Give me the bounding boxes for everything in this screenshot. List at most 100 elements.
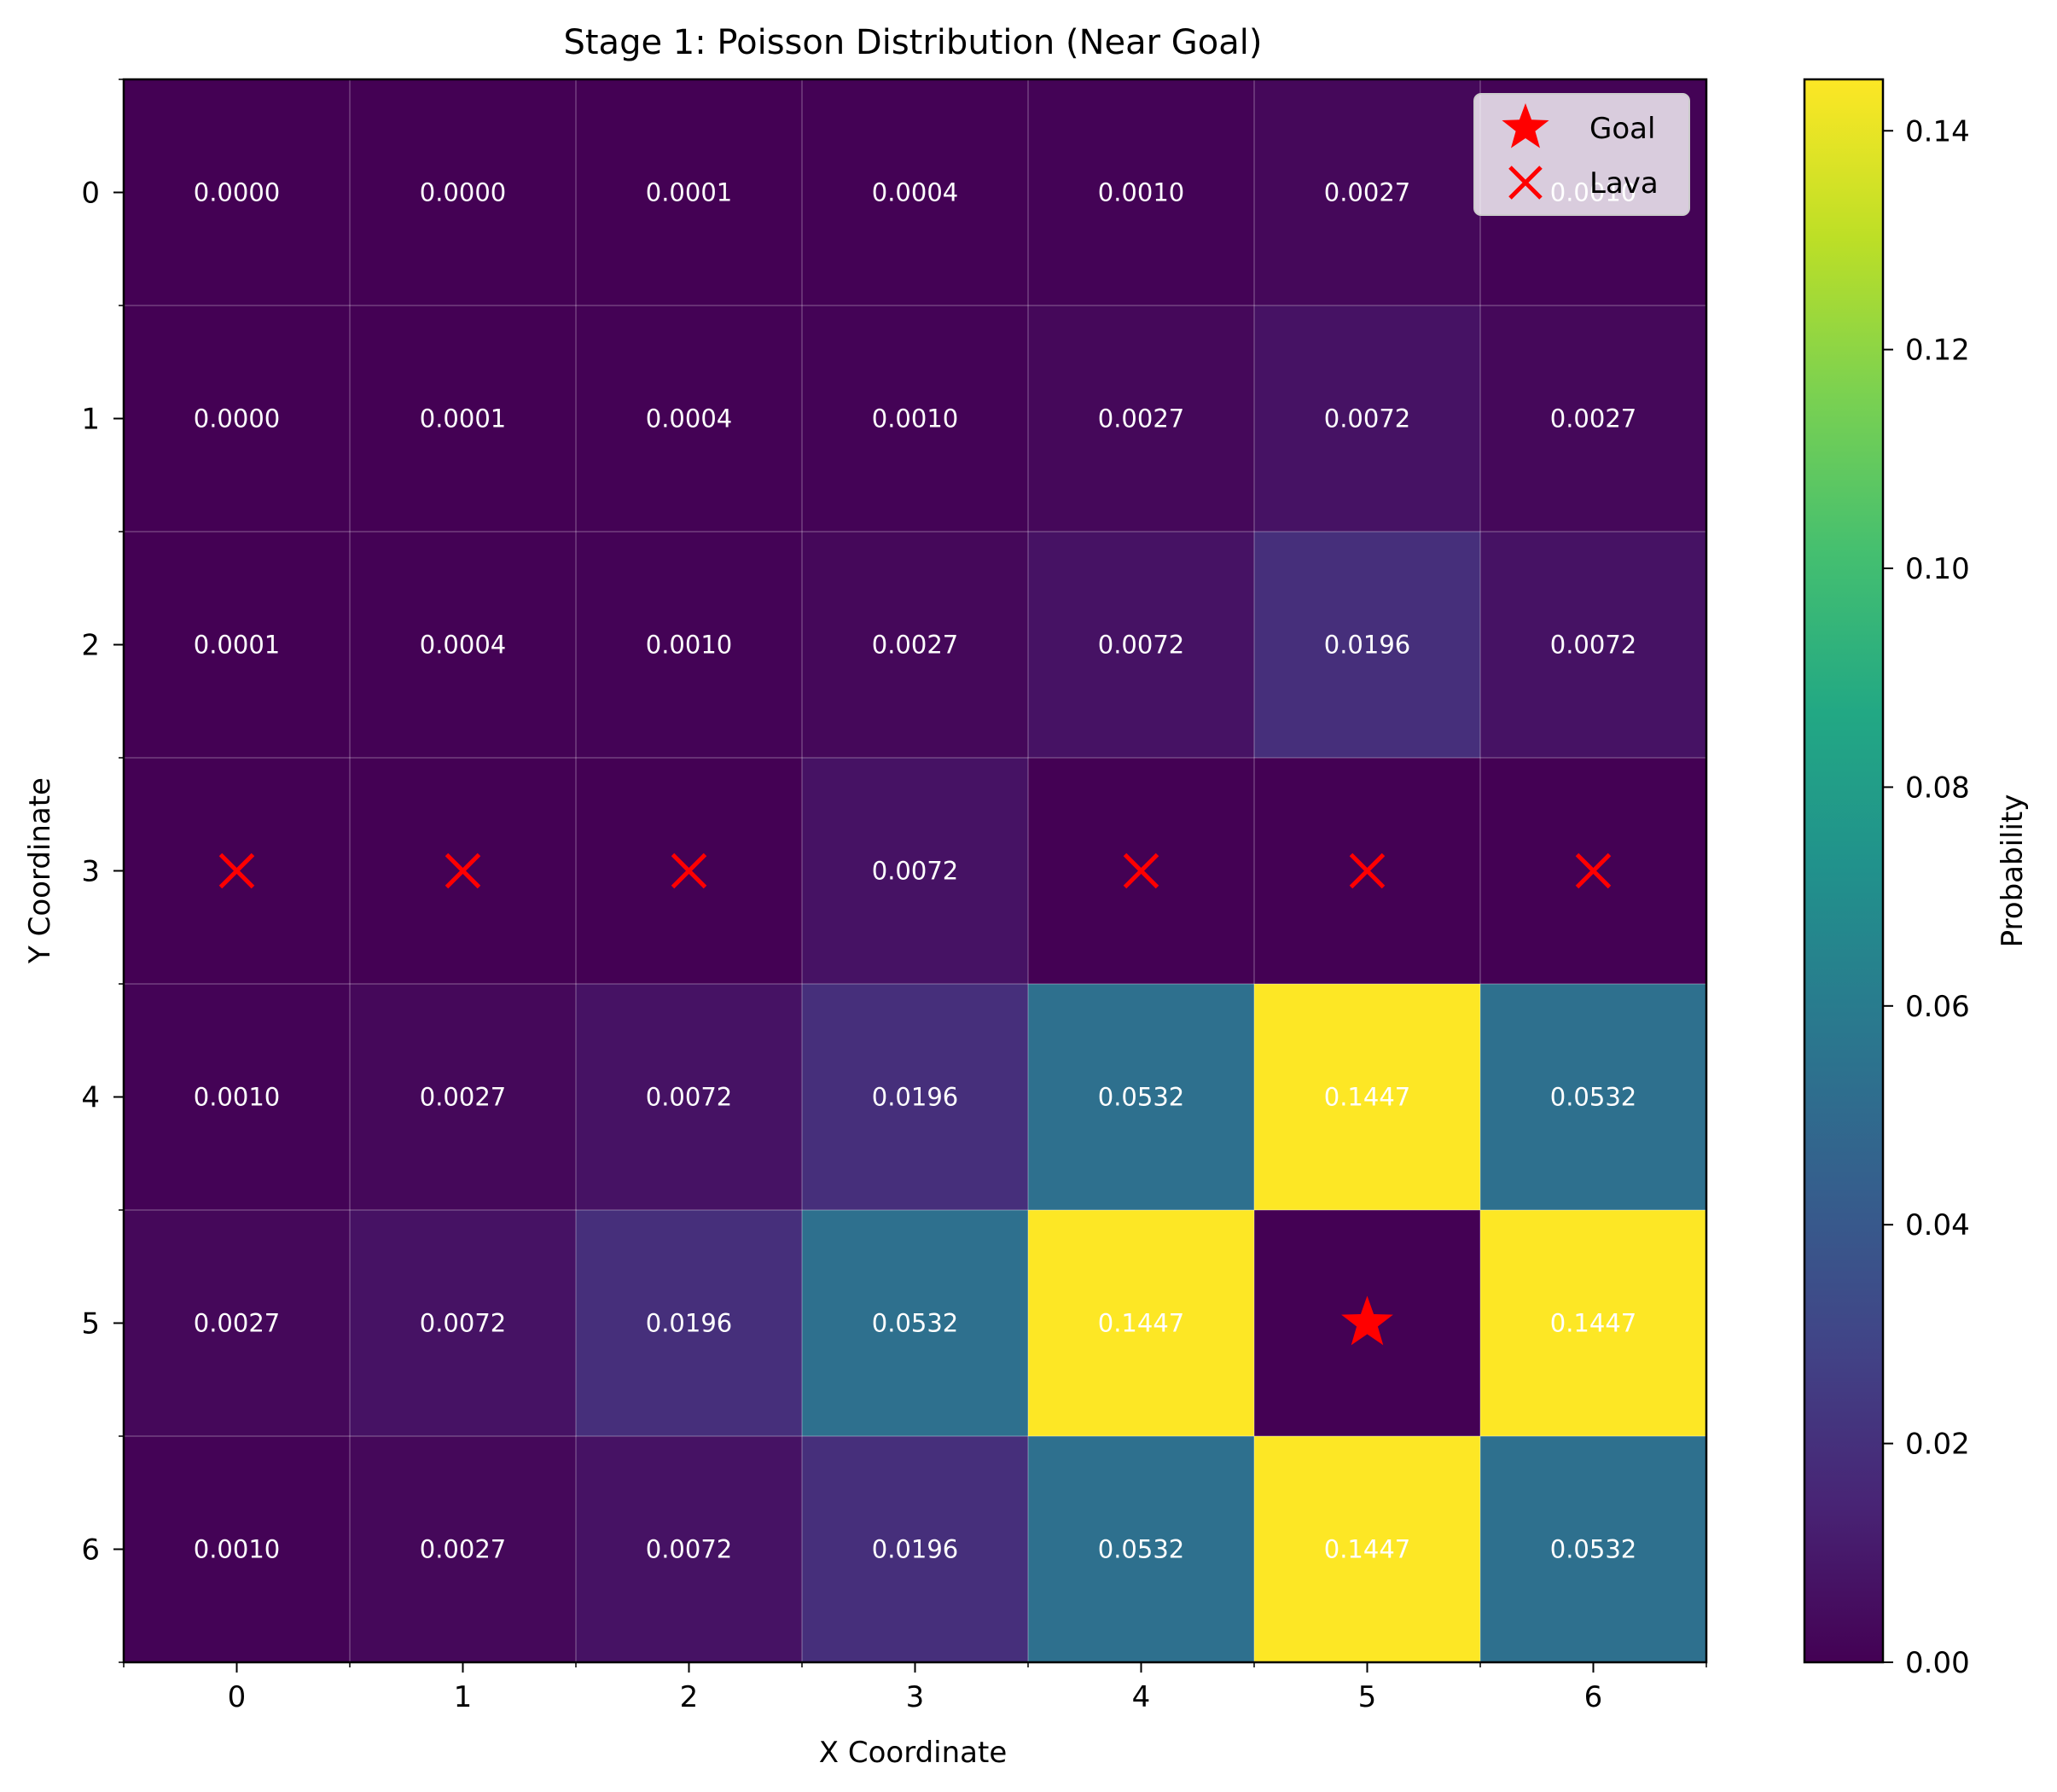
heatmap-cell-0-3 [802,79,1029,306]
lava-marker [1575,852,1612,889]
heatmap-cell-0-4 [1028,79,1255,306]
cell-label-2-1: 0.0004 [420,631,506,660]
axes: 0 1 2 3 4 5 6 0 1 2 3 4 5 6 [81,79,1707,1714]
cell-label-4-0: 0.0010 [194,1083,280,1112]
heatmap-cell-1-4 [1028,305,1255,532]
heatmap-cell-5-2 [576,1210,803,1437]
x-tick-label: 5 [1358,1680,1377,1714]
heatmap-cell-4-3 [802,984,1029,1211]
colorbar-tick-label: 0.06 [1905,990,1970,1024]
heatmap-cell-4-5 [1254,984,1481,1211]
cell-label-1-5: 0.0072 [1324,404,1410,433]
x-tick-label: 6 [1584,1680,1603,1714]
heatmap-cell-0-5 [1254,79,1481,306]
heatmap-cell-2-2 [576,532,803,759]
heatmap-cell-6-4 [1028,1436,1255,1663]
cell-label-6-0: 0.0010 [194,1535,280,1564]
cell-label-5-3: 0.0532 [872,1309,958,1338]
heatmap-cell-5-3 [802,1210,1029,1437]
cell-label-0-4: 0.0010 [1098,178,1184,207]
cell-label-5-6: 0.1447 [1550,1309,1636,1338]
cell-label-6-3: 0.0196 [872,1535,958,1564]
heatmap-cell-1-5 [1254,305,1481,532]
heatmap-cell-5-1 [350,1210,577,1437]
heatmap-cell-6-3 [802,1436,1029,1663]
cell-label-4-1: 0.0027 [420,1083,506,1112]
heatmap-cell-2-3 [802,532,1029,759]
cell-label-6-4: 0.0532 [1098,1535,1184,1564]
heatmap-cell-0-0 [124,79,351,306]
cell-label-1-1: 0.0001 [420,404,506,433]
colorbar-tick-label: 0.10 [1905,552,1970,586]
cell-label-2-5: 0.0196 [1324,631,1410,660]
lava-marker [445,852,481,889]
x-tick-label: 1 [454,1680,473,1714]
cell-label-2-0: 0.0001 [194,631,280,660]
x-tick-label: 2 [680,1680,699,1714]
heatmap-cell-4-0 [124,984,351,1211]
lava-marker [1123,852,1159,889]
heatmap-cell-6-2 [576,1436,803,1663]
y-axis-label: Y Coordinate [23,777,57,964]
cell-label-2-4: 0.0072 [1098,631,1184,660]
heatmap-cell-5-6 [1480,1210,1707,1437]
goal-marker [1341,1295,1393,1346]
heatmap-cell-1-3 [802,305,1029,532]
heatmap-cell-6-5 [1254,1436,1481,1663]
y-tick-label: 2 [81,629,100,663]
x-tick-label: 3 [906,1680,925,1714]
cell-label-5-0: 0.0027 [194,1309,280,1338]
cell-label-0-0: 0.0000 [194,178,280,207]
cell-label-0-1: 0.0000 [420,178,506,207]
heatmap-cell-1-0 [124,305,351,532]
cell-label-1-3: 0.0010 [872,404,958,433]
cell-label-2-6: 0.0072 [1550,631,1636,660]
cell-label-0-2: 0.0001 [646,178,732,207]
cell-label-6-2: 0.0072 [646,1535,732,1564]
cell-label-1-6: 0.0027 [1550,404,1636,433]
colorbar-tick-label: 0.02 [1905,1428,1970,1462]
legend: Goal Lava [1473,93,1690,216]
legend-goal-label: Goal [1589,112,1655,146]
y-tick-label: 4 [81,1081,100,1115]
legend-lava-label: Lava [1589,166,1659,201]
lava-marker [218,852,255,889]
heatmap-cell-5-4 [1028,1210,1255,1437]
y-tick-label: 1 [81,403,100,437]
heatmap-cell-1-1 [350,305,577,532]
heatmap-cell-2-5 [1254,532,1481,759]
heatmap-cell-5-0 [124,1210,351,1437]
lava-marker [1349,852,1386,889]
x-axis-label: X Coordinate [819,1736,1008,1770]
colorbar-tick-label: 0.12 [1905,334,1970,368]
colorbar-tick-label: 0.08 [1905,771,1970,805]
x-tick-label: 0 [228,1680,247,1714]
cell-label-1-2: 0.0004 [646,404,732,433]
x-tick-label: 4 [1132,1680,1151,1714]
colorbar-tick-label: 0.14 [1905,114,1970,148]
y-tick-label: 6 [81,1533,100,1568]
cell-label-6-5: 0.1447 [1324,1535,1410,1564]
cell-label-5-4: 0.1447 [1098,1309,1184,1338]
y-tick-label: 5 [81,1307,100,1341]
heatmap-cell-4-6 [1480,984,1707,1211]
heatmap-cell-2-1 [350,532,577,759]
heatmap-cell-6-6 [1480,1436,1707,1663]
cell-label-3-3: 0.0072 [872,857,958,886]
heatmap-cells [124,79,1707,1663]
cell-label-4-3: 0.0196 [872,1083,958,1112]
heatmap-cell-1-2 [576,305,803,532]
chart-title: Stage 1: Poisson Distribution (Near Goal… [563,23,1262,62]
heatmap-cell-0-1 [350,79,577,306]
heatmap-cell-4-1 [350,984,577,1211]
heatmap-cell-6-1 [350,1436,577,1663]
y-tick-label: 0 [81,177,100,211]
lava-marker [671,852,707,889]
heatmap-cell-2-0 [124,532,351,759]
cell-label-0-5: 0.0027 [1324,178,1410,207]
grid-lines [124,79,1706,1662]
heatmap-cell-1-6 [1480,305,1707,532]
cell-label-4-6: 0.0532 [1550,1083,1636,1112]
heatmap-cell-3-3 [802,758,1029,985]
